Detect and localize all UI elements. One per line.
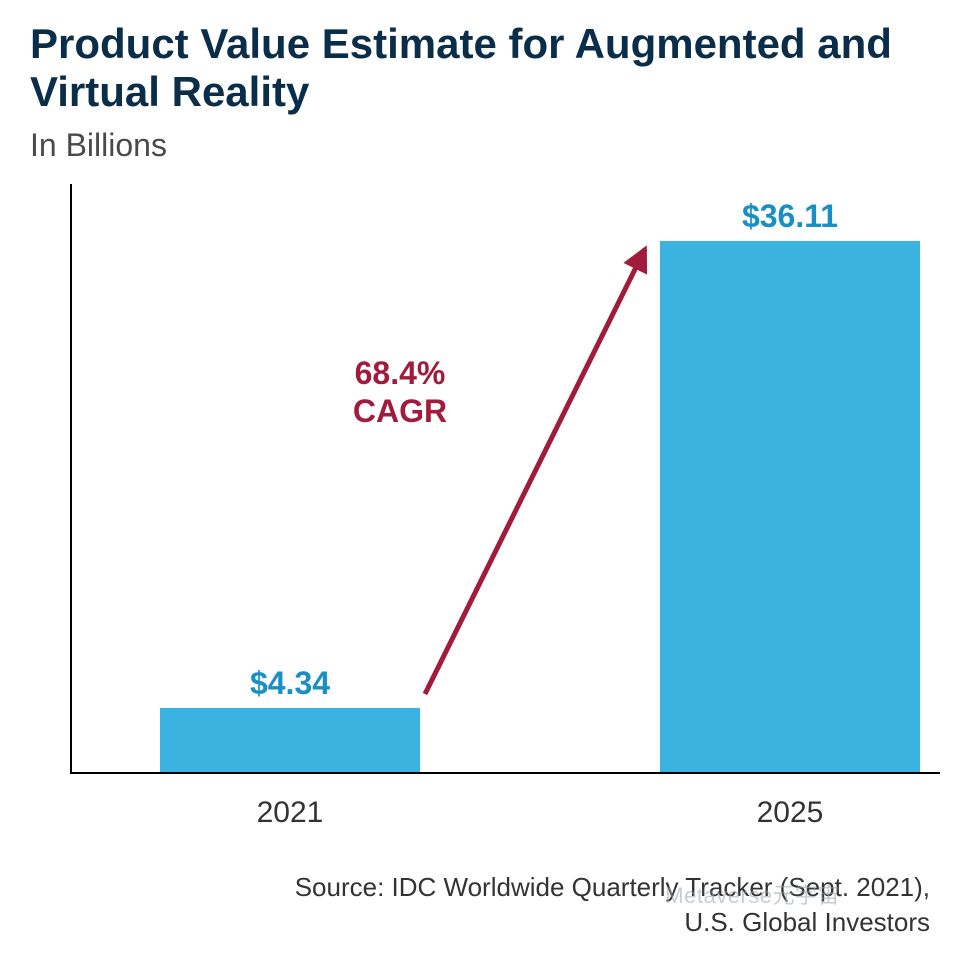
x-label-2021: 2021 [160, 796, 420, 830]
chart-subtitle: In Billions [30, 127, 930, 164]
watermark-text: Metaverse元宇宙 [665, 878, 840, 910]
source-line-2: U.S. Global Investors [295, 905, 930, 940]
x-label-2025: 2025 [660, 796, 920, 830]
chart-container: Product Value Estimate for Augmented and… [0, 0, 960, 960]
chart-title: Product Value Estimate for Augmented and… [30, 20, 930, 117]
growth-arrow-icon [70, 184, 940, 774]
chart-plot-area: $4.342021$36.11202568.4%CAGR [30, 184, 940, 774]
